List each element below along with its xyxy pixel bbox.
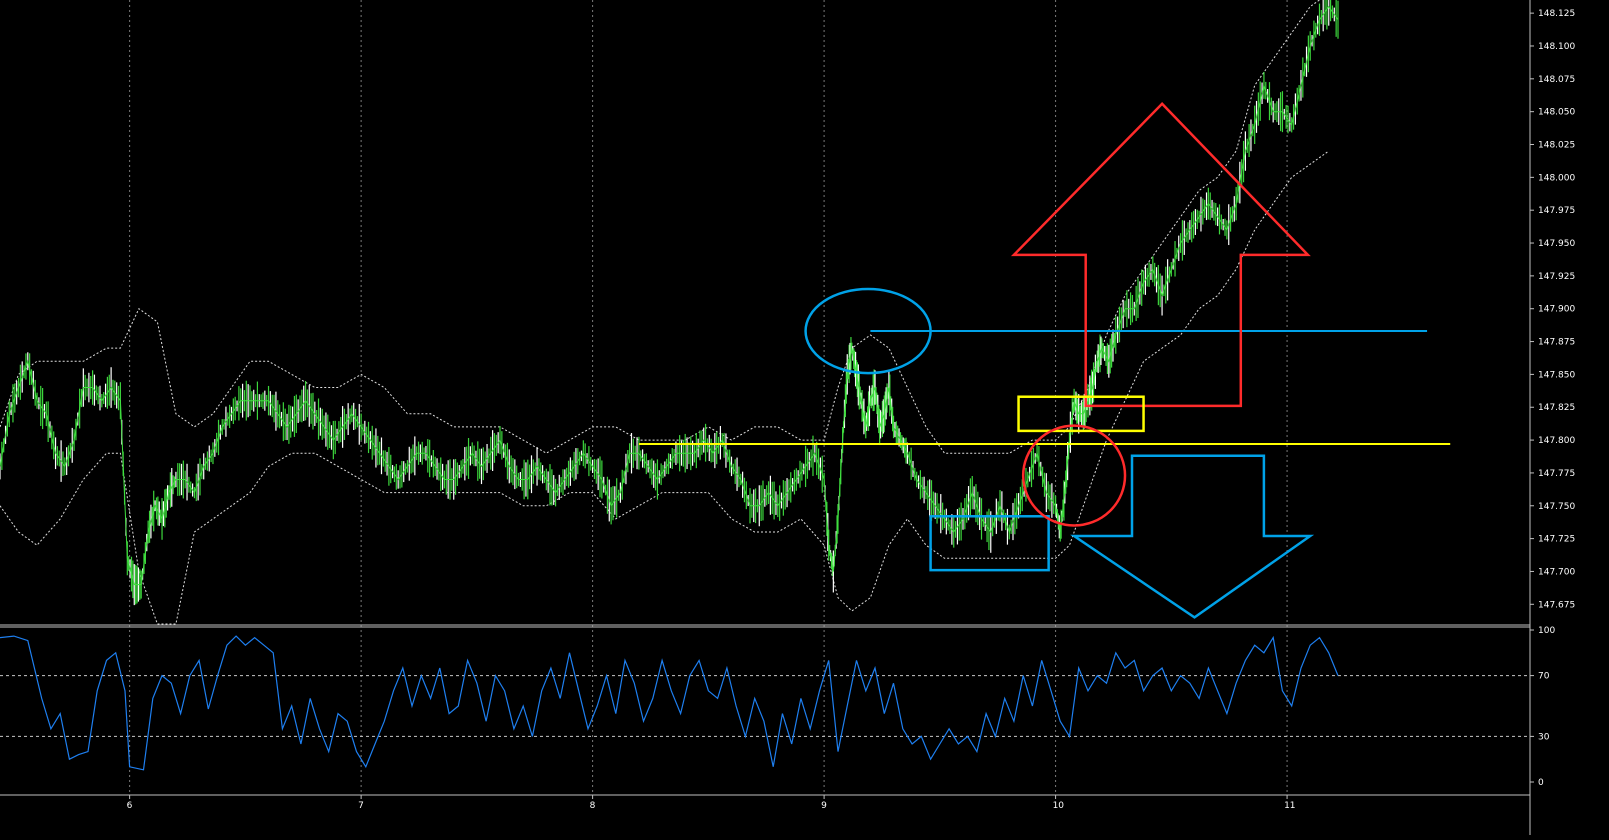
time-tick-label: 8 [590,801,596,811]
price-tick-label: 148.050 [1538,108,1575,118]
price-tick-label: 147.700 [1538,567,1575,577]
annotations [638,102,1451,619]
time-tick-label: 11 [1284,801,1295,811]
price-tick-label: 147.675 [1538,600,1575,610]
indicator-tick-label: 70 [1538,672,1550,682]
price-tick-label: 147.775 [1538,469,1575,479]
indicator-tick-label: 0 [1538,778,1544,788]
highlight-ellipse-1 [804,287,932,375]
price-tick-label: 147.900 [1538,305,1575,315]
price-tick-label: 148.025 [1538,141,1575,151]
price-tick-label: 148.125 [1538,9,1575,19]
price-tick-label: 147.725 [1538,535,1575,545]
price-tick-label: 147.850 [1538,370,1575,380]
price-tick-label: 147.975 [1538,206,1575,216]
axes: 148.125 148.100 148.075 148.050 148.025 148.0… [0,0,1575,835]
price-series [0,0,1339,606]
indicator-tick-label: 100 [1538,626,1555,636]
indicator-panel [0,635,1530,771]
band-lines [0,0,1329,625]
highlight-box-1 [929,515,1050,572]
price-tick-label: 147.950 [1538,239,1575,249]
price-line [0,5,1339,586]
indicator-tick-label: 30 [1538,732,1550,742]
price-tick-label: 147.800 [1538,436,1575,446]
upper-band [0,0,1321,454]
price-tick-label: 147.875 [1538,338,1575,348]
time-tick-label: 6 [127,801,133,811]
price-tick-label: 148.100 [1538,42,1575,52]
price-tick-label: 148.075 [1538,75,1575,85]
highlight-ellipse-2 [1021,424,1127,527]
price-tick-label: 147.925 [1538,272,1575,282]
price-tick-label: 147.825 [1538,403,1575,413]
indicator-line [0,635,1339,771]
price-tick-label: 147.750 [1538,502,1575,512]
highlight-box-2 [1017,395,1145,433]
down-arrow [1070,454,1315,619]
lower-band [0,150,1329,625]
price-tick-label: 148.000 [1538,173,1575,183]
time-tick-label: 10 [1053,801,1065,811]
time-tick-label: 7 [358,801,364,811]
time-tick-label: 9 [821,801,827,811]
up-arrow [1010,102,1311,408]
